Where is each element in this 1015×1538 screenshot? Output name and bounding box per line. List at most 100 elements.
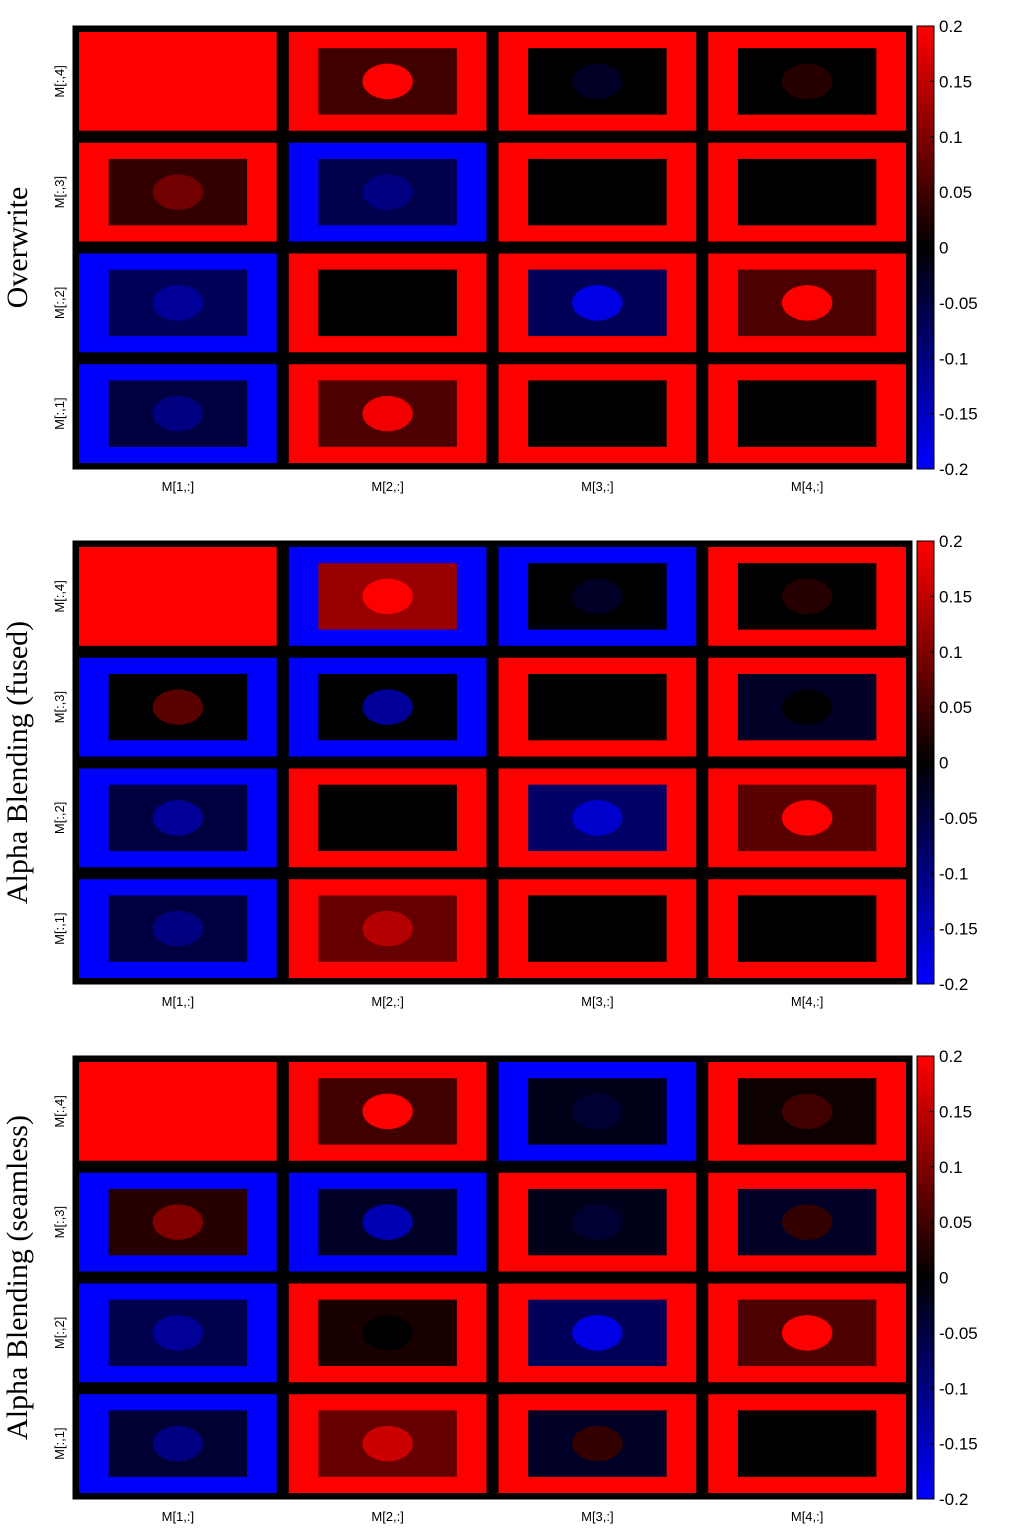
x-tick-label: M[3,:] — [581, 994, 614, 1009]
x-tick-label: M[3,:] — [581, 479, 614, 494]
heatmap-block — [498, 1062, 697, 1161]
block-center — [781, 578, 833, 615]
colorbar-tick-label: 0.15 — [939, 1102, 972, 1121]
heatmap-block — [498, 879, 697, 978]
heatmap-block — [288, 253, 487, 353]
y-tick-label: M[:,1] — [52, 1427, 67, 1460]
heatmap-block — [79, 1394, 277, 1493]
colorbar-tick-label: 0.2 — [939, 1047, 963, 1066]
x-tick-label: M[2,:] — [371, 1509, 404, 1524]
block-center — [152, 1204, 204, 1240]
heatmap-block — [288, 1283, 487, 1383]
heatmap-block — [79, 253, 277, 353]
block-center — [781, 1315, 833, 1351]
heatmap-block — [498, 32, 697, 131]
x-tick-label: M[1,:] — [162, 1509, 195, 1524]
colorbar-tick-label: 0.15 — [939, 587, 972, 606]
heatmap-block — [79, 657, 277, 757]
colorbar-tick-label: -0.1 — [939, 1379, 968, 1398]
heatmap-block — [288, 1062, 487, 1161]
colorbar-tick-label: 0.05 — [939, 1213, 972, 1232]
colorbar-tick-label: -0.2 — [939, 460, 968, 479]
block-center — [362, 174, 413, 210]
heatmap-block — [79, 32, 277, 131]
colorbar-tick-label: 0 — [939, 754, 948, 773]
colorbar: 0.2 0.15 0.1 0.05 0 -0.05 -0.1 -0.15 -0.2 — [916, 17, 978, 479]
block-center — [572, 1425, 623, 1462]
heatmap-block — [288, 142, 487, 242]
block-center — [781, 910, 833, 947]
heatmap-block — [288, 879, 487, 978]
y-tick-label: M[:,3] — [52, 1206, 67, 1239]
panel-title: Alpha Blending (fused) — [1, 621, 34, 904]
block-center — [362, 800, 413, 836]
colorbar: 0.2 0.15 0.1 0.05 0 -0.05 -0.1 -0.15 -0.2 — [916, 1047, 978, 1509]
heatmap-block — [708, 879, 906, 978]
colorbar-tick-label: -0.1 — [939, 349, 968, 368]
heatmap-block — [288, 547, 487, 646]
block-center — [152, 1425, 204, 1462]
plot-border — [72, 540, 913, 985]
block-center — [781, 1204, 833, 1240]
colorbar-tick-label: -0.15 — [939, 405, 978, 424]
block-center — [152, 1315, 204, 1351]
heatmap-panel-2: M[1,:] M[2,:] M[3,:] M[4,:] M[:,1] M[:,2] M[:,… — [1, 532, 978, 1009]
block-center — [152, 689, 204, 725]
heatmap-block — [498, 253, 697, 353]
colorbar-tick-label: 0.05 — [939, 698, 972, 717]
block-center — [781, 1093, 833, 1130]
colorbar-tick-label: -0.15 — [939, 920, 978, 939]
x-tick-label: M[1,:] — [162, 479, 195, 494]
block-center — [572, 285, 623, 321]
y-tick-label: M[:,2] — [52, 802, 67, 835]
block-center — [362, 689, 413, 725]
x-tick-label: M[4,:] — [791, 479, 824, 494]
y-tick-label: M[:,1] — [52, 397, 67, 430]
heatmap-block — [79, 879, 277, 978]
block-center — [362, 1204, 413, 1240]
colorbar-tick-label: -0.05 — [939, 1324, 978, 1343]
y-tick-label: M[:,2] — [52, 287, 67, 320]
heatmap-block — [79, 364, 277, 463]
colorbar-tick-label: -0.05 — [939, 294, 978, 313]
heatmap-block — [708, 364, 906, 463]
heatmap-block — [79, 1172, 277, 1272]
heatmap-block — [498, 768, 697, 868]
block-center — [362, 395, 413, 432]
x-tick-label: M[2,:] — [371, 479, 404, 494]
colorbar-tick-label: -0.2 — [939, 1490, 968, 1509]
heatmap-block — [708, 768, 906, 868]
block-center — [572, 578, 623, 615]
colorbar-tick-label: 0 — [939, 1269, 948, 1288]
heatmap-block — [708, 657, 906, 757]
heatmap-block — [708, 253, 906, 353]
heatmap-block — [288, 1394, 487, 1493]
block-center — [152, 174, 204, 210]
heatmap-panel-3: M[1,:] M[2,:] M[3,:] M[4,:] M[:,1] M[:,2] M[:,… — [1, 1047, 978, 1524]
block-center — [572, 1093, 623, 1130]
block-center — [362, 1093, 413, 1130]
x-tick-label: M[1,:] — [162, 994, 195, 1009]
y-tick-label: M[:,4] — [52, 65, 67, 98]
block-center — [362, 910, 413, 947]
heatmap-block — [288, 364, 487, 463]
heatmap-block — [498, 364, 697, 463]
colorbar-tick-label: 0.2 — [939, 17, 963, 36]
heatmap-block — [79, 142, 277, 242]
heatmap-block — [79, 1283, 277, 1383]
plot-border — [72, 25, 913, 470]
heatmap-block — [498, 1283, 697, 1383]
x-tick-label: M[4,:] — [791, 994, 824, 1009]
block-center — [572, 800, 623, 836]
block-center — [152, 63, 204, 100]
heatmap-block — [288, 657, 487, 757]
heatmap-block — [79, 1062, 277, 1161]
x-tick-label: M[4,:] — [791, 1509, 824, 1524]
heatmap-block — [498, 657, 697, 757]
block-center — [152, 910, 204, 947]
heatmap-block — [498, 1394, 697, 1493]
colorbar-tick-label: 0.1 — [939, 643, 963, 662]
heatmap-block — [288, 768, 487, 868]
